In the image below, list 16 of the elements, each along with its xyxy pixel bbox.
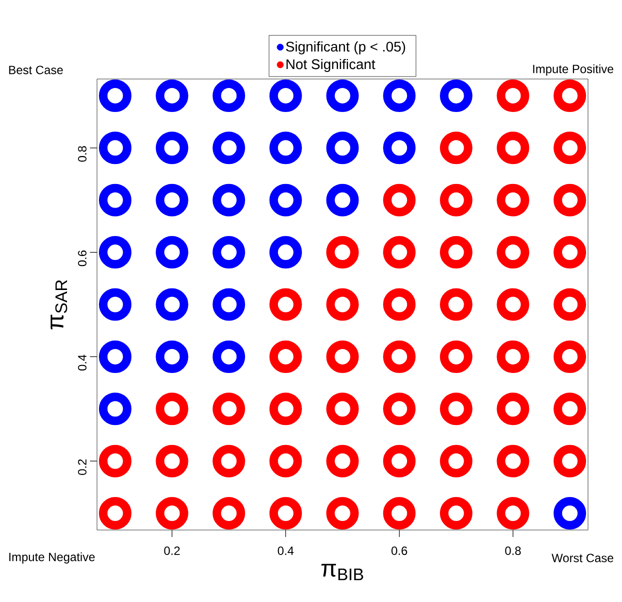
- y-tick-label: 0.4: [78, 354, 86, 371]
- x-tick-label: 0.8: [505, 546, 521, 555]
- text: Worst Case: [552, 554, 614, 562]
- x-tick-label: 0.4: [278, 546, 294, 555]
- legend-label: Not Significant: [286, 58, 376, 72]
- legend-label: Significant (p < .05): [286, 41, 406, 54]
- y-tick-label: 0.2: [78, 459, 86, 475]
- y-axis-title: π$_{SAR}$: [50, 280, 68, 330]
- y-tick-label: 0.8: [78, 146, 86, 162]
- text: Best Case: [9, 66, 63, 74]
- text: Impute Negative: [9, 552, 95, 564]
- text: Impute Positive: [533, 64, 614, 76]
- x-axis-title: π$_{BIB}$: [321, 564, 364, 580]
- x-tick-label: 0.6: [391, 546, 408, 555]
- y-tick-label: 0.6: [78, 250, 86, 266]
- x-tick-label: 0.2: [164, 546, 180, 555]
